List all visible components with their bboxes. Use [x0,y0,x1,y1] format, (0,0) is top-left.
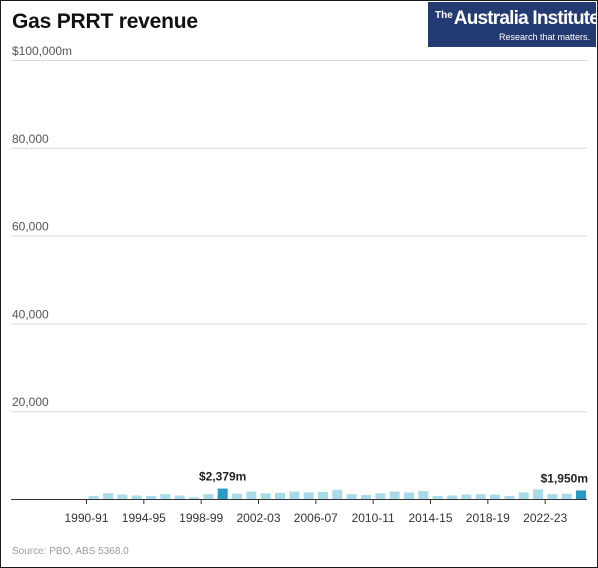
australia-institute-logo: TheAustralia Institute Research that mat… [428,2,598,47]
source-note: Source: PBO, ABS 5368.0 [12,546,129,557]
bar-2016-17 [447,495,457,499]
x-tick-label: 2022-23 [523,511,567,525]
bar-2002-03 [246,491,257,499]
bar-2007-08 [318,491,328,499]
bar-2021-22 [518,492,529,499]
y-tick-label: 80,000 [12,132,49,146]
bars [88,488,586,499]
bar-chart: $100,000m 80,000 60,000 40,000 20,000 1990-91… [11,44,588,525]
bar-2012-13 [389,491,400,499]
bar-2009-10 [346,494,357,499]
x-tick-label: 1990-91 [64,511,108,525]
bar-1999-00 [203,494,214,499]
x-tick-label: 2018-19 [466,511,510,525]
y-tick-label: 40,000 [12,307,49,321]
bar-2013-14 [404,492,414,499]
y-tick-label: 20,000 [12,395,49,409]
x-tick-label: 2010-11 [352,511,395,525]
bar-1997-98 [174,495,185,499]
bar-1995-96 [146,495,156,499]
bar-2005-06 [289,491,300,499]
x-tick-label: 1998-99 [179,511,223,525]
logo-tagline: Research that matters. [498,32,590,42]
bar-2006-07 [303,492,314,499]
labels: $100,000m 80,000 60,000 40,000 20,000 1990-91… [12,44,588,525]
data-label-2025-26: $1,950m [541,471,588,485]
bar-2024-25 [561,493,572,499]
gridlines [11,60,587,504]
bar-1998-99 [189,497,199,499]
bar-2022-23 [533,489,543,499]
bar-1996-97 [160,494,171,499]
bar-2017-18 [461,494,472,499]
x-tick-label: 2002-03 [236,511,280,525]
bar-2000-01 [217,488,228,499]
bar-2023-24 [547,494,558,499]
bar-2019-20 [490,494,500,499]
bar-2004-05 [275,492,285,499]
bar-2001-02 [232,493,242,499]
logo-the: The [435,10,453,21]
bar-1994-95 [131,495,142,499]
logo-name: Australia Institute [453,8,598,29]
logo-wordmark: TheAustralia Institute [435,8,598,30]
bar-2020-21 [504,495,515,499]
y-tick-label: $100,000m [12,44,72,58]
bar-2018-19 [475,494,486,499]
chart-title: Gas PRRT revenue [12,10,198,33]
bar-1992-93 [103,493,113,499]
bar-2025-26 [576,490,586,499]
y-tick-label: 60,000 [12,220,49,234]
x-tick-label: 1994-95 [122,511,166,525]
bar-2014-15 [418,491,429,499]
data-label-2000-01: $2,379m [199,470,246,484]
bar-2003-04 [260,493,271,499]
bar-2008-09 [332,489,343,499]
bar-2011-12 [375,493,386,499]
bar-1991-92 [88,495,99,499]
bar-1993-94 [117,494,128,499]
x-tick-label: 2014-15 [408,511,452,525]
x-tick-label: 2006-07 [294,511,338,525]
bar-2015-16 [432,495,443,499]
bar-2010-11 [361,495,371,499]
